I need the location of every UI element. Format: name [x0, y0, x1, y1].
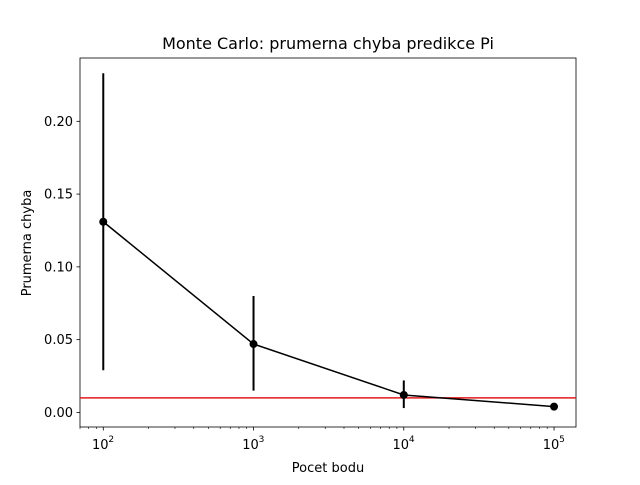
y-tick-label: 0.15 [44, 188, 73, 203]
data-point [99, 217, 108, 226]
x-tick-label-exponent: 2 [108, 435, 114, 445]
x-tick-label: 10 3 [242, 435, 264, 453]
x-axis-label: Pocet bodu [292, 461, 364, 476]
x-tick-label: 10 5 [543, 435, 565, 453]
y-tick-label: 0.10 [44, 260, 73, 275]
series-line [102, 221, 555, 408]
y-tick-label: 0.20 [44, 115, 73, 130]
y-tick-label: 0.05 [44, 333, 73, 348]
x-tick-label: 10 4 [393, 435, 415, 453]
x-tick-label-base: 10 [393, 438, 410, 453]
x-tick-label-base: 10 [242, 438, 259, 453]
x-tick-label-exponent: 3 [259, 435, 265, 445]
y-axis-label: Prumerna chyba [20, 190, 35, 297]
x-tick-label-exponent: 5 [559, 435, 565, 445]
axes-frame [79, 57, 577, 428]
data-point [249, 340, 258, 349]
data-point [399, 390, 408, 399]
x-tick-label-base: 10 [543, 438, 560, 453]
x-tick-label-exponent: 4 [409, 435, 415, 445]
y-tick-label: 0.00 [44, 406, 73, 421]
x-tick-label: 10 2 [92, 435, 114, 453]
x-tick-label-base: 10 [92, 438, 109, 453]
data-point [550, 402, 559, 411]
chart-title: Monte Carlo: prumerna chyba predikce Pi [162, 34, 494, 53]
